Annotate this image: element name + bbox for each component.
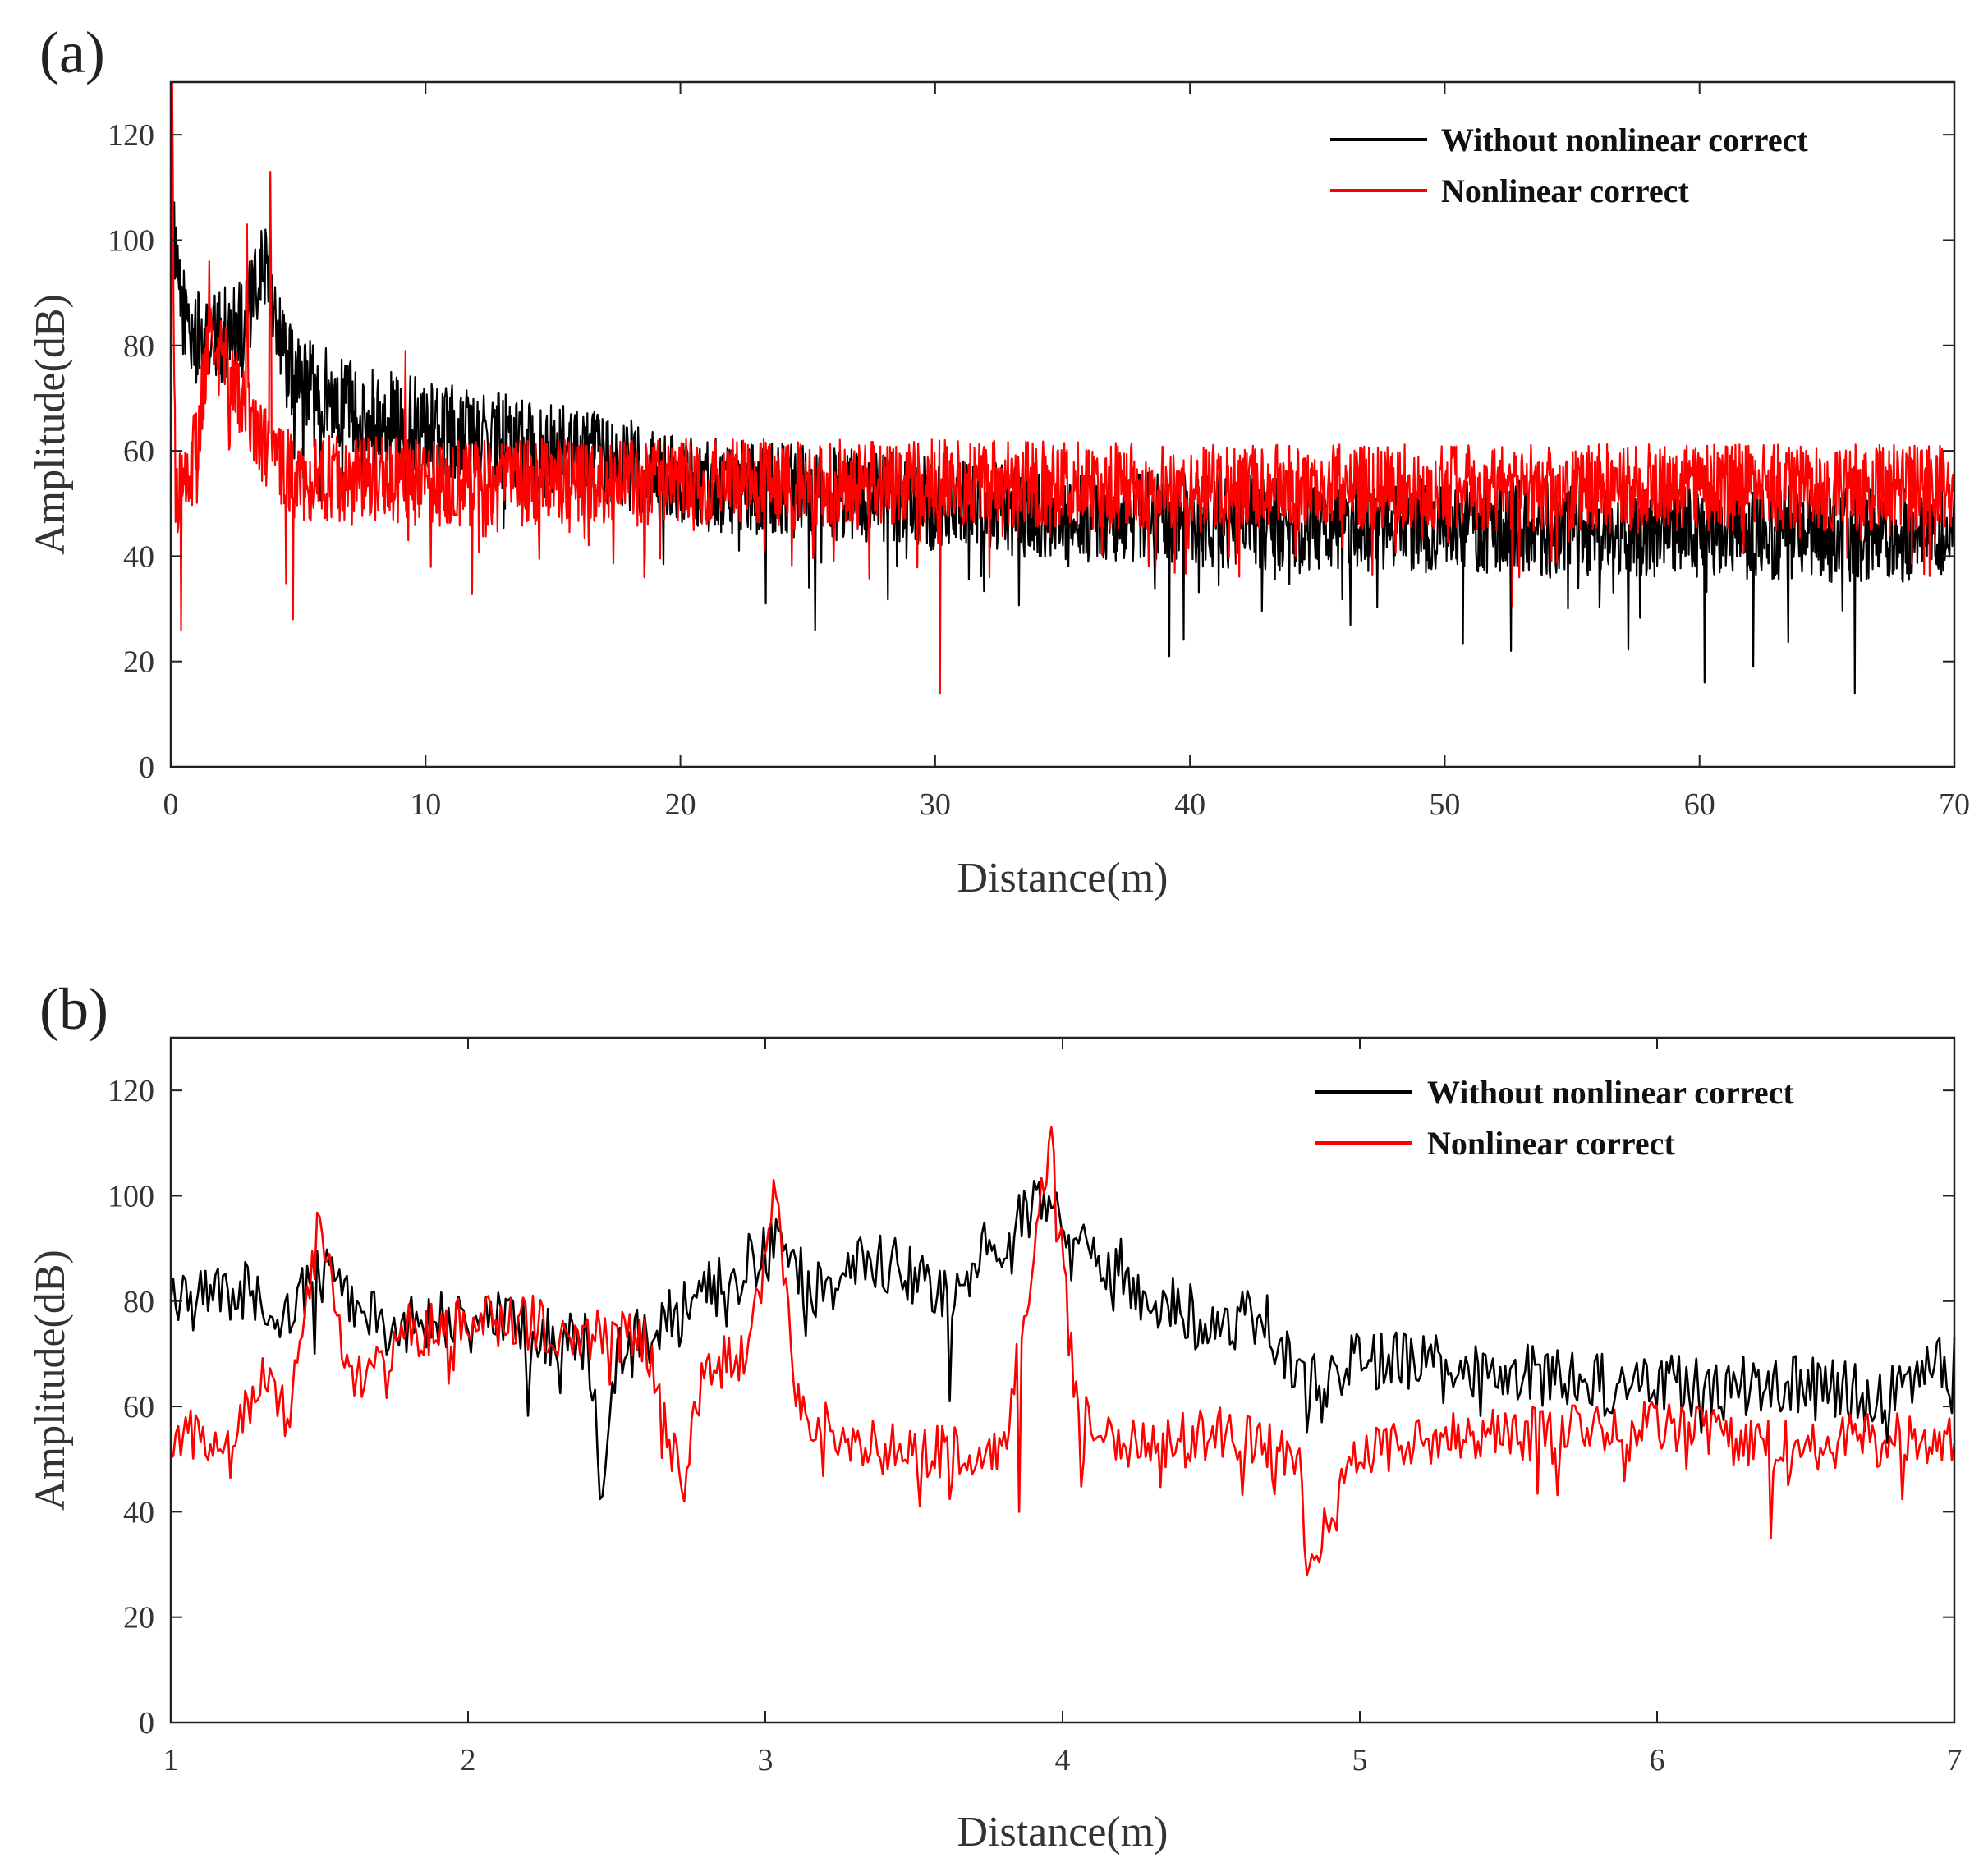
panel-a: (a) 0 10 20 30 40 50 60 70 0 20 40 60 80 100 120 Dista…	[27, 20, 1970, 901]
y-tick-label-b-6: 120	[108, 1074, 154, 1108]
series-line-b-without-nonlinear-correct	[169, 1180, 1956, 1501]
legend-label-nonlinear-correct-a: Nonlinear correct	[1441, 172, 1689, 209]
ticks-layer-b: 1 2 3 4 5 6 7 0 20 40 60 80 100 120	[108, 1038, 1963, 1778]
legend-a: Without nonlinear correct Nonlinear corr…	[1330, 122, 1808, 209]
y-tick-label-a-0: 0	[139, 750, 154, 785]
legend-label-nonlinear-correct-b: Nonlinear correct	[1427, 1125, 1675, 1162]
series-layer-b	[169, 1126, 1956, 1576]
x-tick-label-a-3: 30	[920, 787, 951, 822]
x-tick-label-a-7: 70	[1939, 787, 1970, 822]
y-tick-label-b-0: 0	[139, 1706, 154, 1741]
y-tick-label-a-3: 60	[123, 434, 154, 469]
y-tick-label-a-5: 100	[108, 223, 154, 258]
series-layer-a	[169, 80, 1956, 695]
legend-label-without-correct-b: Without nonlinear correct	[1427, 1074, 1794, 1111]
legend-label-without-correct-a: Without nonlinear correct	[1441, 122, 1808, 158]
series-line-b-nonlinear-correct	[170, 1126, 1956, 1576]
series-line-a-without-nonlinear-correct	[169, 175, 1956, 695]
y-tick-label-a-2: 40	[123, 539, 154, 574]
y-tick-label-b-5: 100	[108, 1179, 154, 1213]
y-tick-label-b-1: 20	[123, 1601, 154, 1635]
y-tick-label-a-4: 80	[123, 329, 154, 364]
y-tick-label-a-1: 20	[123, 645, 154, 680]
x-tick-label-a-2: 20	[665, 787, 696, 822]
x-tick-label-b-4: 5	[1352, 1743, 1368, 1778]
panel-b: (b) 1 2 3 4 5 6 7 0 20 40 60 80 100 120 Distance(m) A…	[27, 976, 1963, 1856]
plot-frame-a	[169, 80, 1956, 768]
x-tick-label-b-6: 7	[1947, 1743, 1963, 1778]
x-axis-label-b: Distance(m)	[957, 1809, 1168, 1856]
x-tick-label-a-4: 40	[1174, 787, 1205, 822]
x-tick-label-b-1: 2	[461, 1743, 476, 1778]
ticks-layer-a: 0 10 20 30 40 50 60 70 0 20 40 60 80 100 120	[108, 82, 1970, 822]
x-tick-label-b-2: 3	[758, 1743, 774, 1778]
panel-label-a: (a)	[39, 20, 105, 85]
x-tick-label-a-1: 10	[410, 787, 441, 822]
x-tick-label-a-6: 60	[1684, 787, 1715, 822]
series-line-a-nonlinear-correct	[169, 80, 1956, 695]
y-axis-label-a: Amplitude(dB)	[27, 294, 74, 555]
x-tick-label-b-5: 6	[1650, 1743, 1665, 1778]
x-tick-label-a-0: 0	[163, 787, 179, 822]
legend-b: Without nonlinear correct Nonlinear corr…	[1315, 1074, 1794, 1162]
x-tick-label-b-0: 1	[163, 1743, 179, 1778]
x-tick-label-a-5: 50	[1429, 787, 1460, 822]
y-tick-label-a-6: 120	[108, 118, 154, 153]
y-axis-label-b: Amplitude(dB)	[27, 1250, 74, 1511]
y-tick-label-b-2: 40	[123, 1495, 154, 1530]
x-axis-label-a: Distance(m)	[957, 855, 1168, 901]
x-tick-label-b-3: 4	[1055, 1743, 1071, 1778]
y-tick-label-b-4: 80	[123, 1285, 154, 1319]
panel-label-b: (b)	[39, 976, 108, 1042]
y-tick-label-b-3: 60	[123, 1390, 154, 1424]
